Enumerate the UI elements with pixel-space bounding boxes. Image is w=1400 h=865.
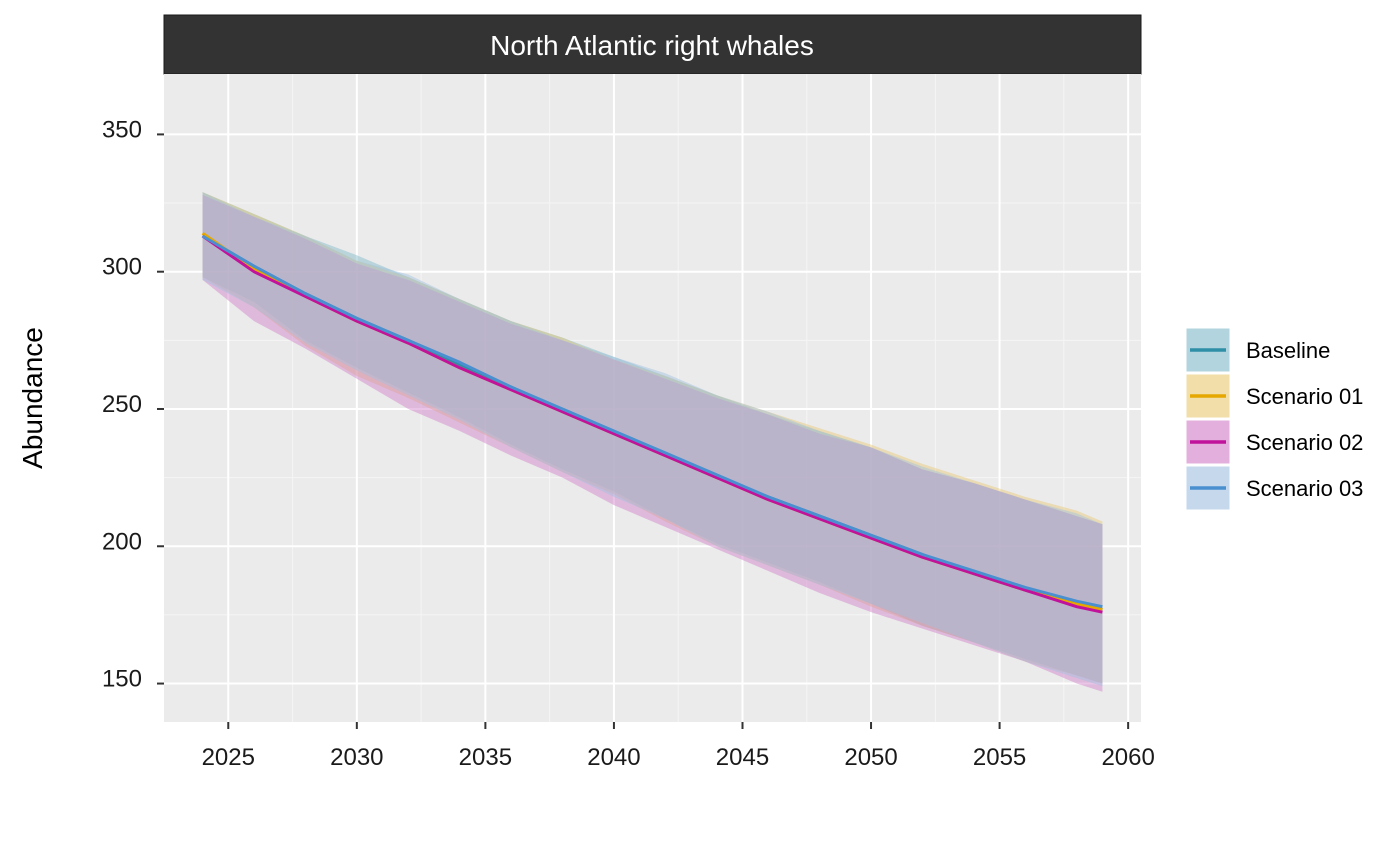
ribbon-scenario-01 bbox=[202, 192, 1103, 684]
x-axis: 2025 2030 2035 2040 2045 2050 2055 2060 bbox=[202, 722, 1155, 771]
y-axis-label: Abundance bbox=[17, 327, 48, 469]
x-tick-label: 2025 bbox=[202, 744, 255, 771]
ribbons bbox=[202, 192, 1103, 692]
x-tick-label: 2045 bbox=[716, 744, 769, 771]
ribbon-scenario-03 bbox=[202, 192, 1103, 687]
line-scenario-02 bbox=[201, 234, 1103, 614]
y-tick-label: 300 bbox=[102, 254, 142, 281]
y-tick-label: 350 bbox=[102, 116, 142, 143]
x-tick-label: 2050 bbox=[844, 744, 897, 771]
line-scenario-03 bbox=[201, 234, 1103, 609]
y-tick-label: 250 bbox=[102, 391, 142, 418]
panel-strip bbox=[163, 14, 1142, 75]
x-tick-label: 2060 bbox=[1101, 744, 1154, 771]
legend-label: Scenario 03 bbox=[1246, 476, 1363, 501]
legend: Baseline Scenario 01 Scenario 02 Scenario 0… bbox=[1185, 327, 1363, 511]
grid-minor bbox=[164, 74, 1141, 722]
x-tick-label: 2055 bbox=[973, 744, 1026, 771]
panel-title: North Atlantic right whales bbox=[490, 30, 814, 61]
x-tick-label: 2040 bbox=[587, 744, 640, 771]
legend-label: Baseline bbox=[1246, 338, 1330, 363]
x-tick-label: 2030 bbox=[330, 744, 383, 771]
ribbon-baseline bbox=[202, 192, 1103, 684]
grid-major bbox=[164, 74, 1141, 722]
series-lines bbox=[201, 232, 1103, 614]
legend-label: Scenario 01 bbox=[1246, 384, 1363, 409]
ribbon-scenario-02 bbox=[202, 194, 1103, 692]
y-tick-label: 200 bbox=[102, 528, 142, 555]
y-tick-label: 150 bbox=[102, 666, 142, 693]
y-axis: 150 200 250 300 350 bbox=[102, 116, 164, 693]
legend-label: Scenario 02 bbox=[1246, 430, 1363, 455]
x-tick-label: 2035 bbox=[459, 744, 512, 771]
plot-panel bbox=[164, 74, 1141, 722]
